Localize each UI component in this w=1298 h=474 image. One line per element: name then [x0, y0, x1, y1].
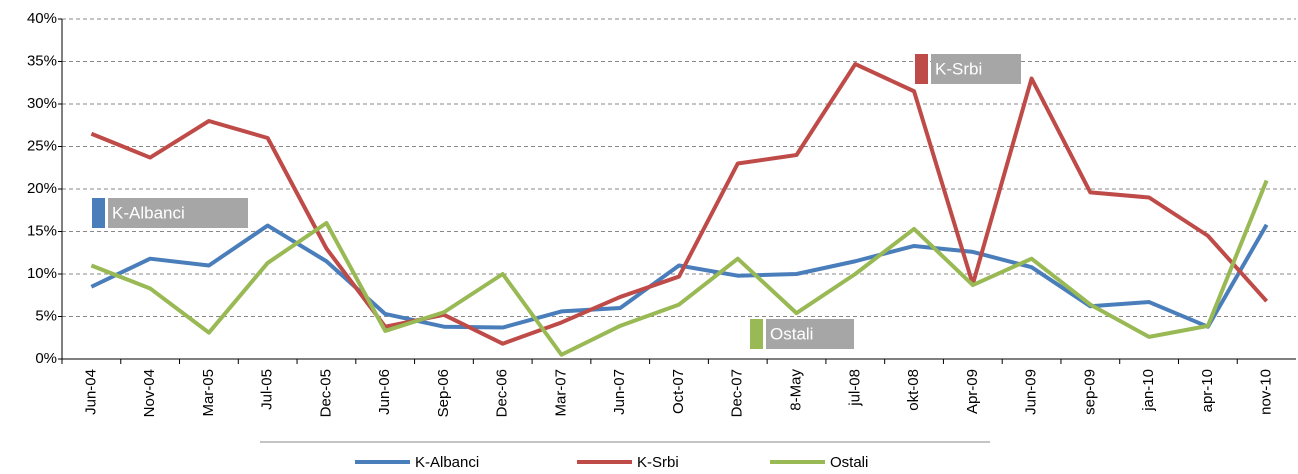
annotation-swatch — [750, 319, 763, 349]
annotation-box — [766, 319, 854, 349]
legend-label: Ostali — [830, 454, 868, 471]
y-tick-label: 40% — [27, 10, 57, 27]
y-tick-label: 0% — [35, 350, 57, 367]
x-tick-label: okt-08 — [905, 369, 922, 411]
x-tick-label: Jul-05 — [259, 369, 276, 410]
series-line — [90, 223, 1269, 330]
annotation-swatch — [915, 54, 928, 84]
annotation-box — [108, 198, 248, 228]
legend-label: K-Srbi — [637, 454, 679, 471]
x-tick-label: Jun-04 — [82, 369, 99, 415]
y-tick-label: 25% — [27, 137, 57, 154]
annotation-text: K-Srbi — [935, 59, 982, 78]
x-tick-label: Mar-05 — [200, 369, 217, 417]
x-tick-label: apr-10 — [1199, 369, 1216, 412]
x-tick-label: Dec-06 — [494, 369, 511, 417]
x-tick-label: Oct-07 — [670, 369, 687, 414]
x-tick-label: Jun-09 — [1023, 369, 1040, 415]
x-tick-label: Dec-07 — [729, 369, 746, 417]
series-line — [90, 179, 1269, 357]
annotation-box — [931, 54, 1021, 84]
y-tick-label: 30% — [27, 95, 57, 112]
x-tick-label: Apr-09 — [964, 369, 981, 414]
series-line — [90, 62, 1269, 346]
x-tick-label: Jun-07 — [611, 369, 628, 415]
x-tick-label: jan-10 — [1140, 369, 1157, 412]
annotation-swatch — [92, 198, 105, 228]
y-tick-label: 5% — [35, 307, 57, 324]
annotation-text: Ostali — [770, 324, 813, 343]
x-tick-label: Mar-07 — [552, 369, 569, 417]
x-tick-label: nov-10 — [1258, 369, 1275, 415]
y-tick-label: 15% — [27, 222, 57, 239]
x-tick-label: Jun-06 — [376, 369, 393, 415]
x-tick-label: Nov-04 — [141, 369, 158, 417]
x-tick-label: Sep-06 — [435, 369, 452, 417]
x-tick-label: jul-08 — [846, 369, 863, 407]
x-tick-label: Dec-05 — [317, 369, 334, 417]
legend-label: K-Albanci — [415, 454, 479, 471]
y-tick-label: 35% — [27, 52, 57, 69]
y-tick-label: 20% — [27, 180, 57, 197]
annotation-text: K-Albanci — [112, 203, 185, 222]
x-tick-label: 8-May — [787, 369, 804, 411]
y-tick-label: 10% — [27, 265, 57, 282]
x-tick-label: sep-09 — [1081, 369, 1098, 415]
